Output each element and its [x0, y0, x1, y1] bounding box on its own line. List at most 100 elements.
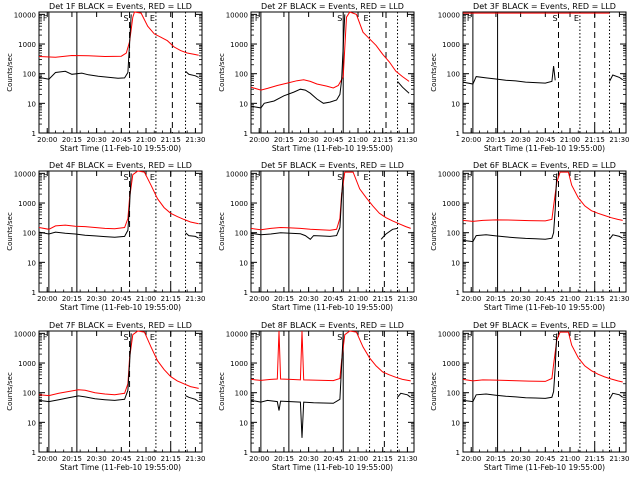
y-axis-label: Counts/sec	[6, 372, 14, 411]
marker-label: S	[552, 173, 557, 182]
x-tick-label: 20:15	[486, 295, 506, 303]
x-tick-label: 20:45	[111, 295, 131, 303]
marker-label: S	[124, 14, 129, 23]
y-axis-label: Counts/sec	[430, 372, 438, 411]
x-tick-label: 20:15	[274, 295, 294, 303]
y-tick-label: 10000	[14, 11, 36, 19]
y-axis-label: Counts/sec	[430, 212, 438, 251]
marker-label: F	[255, 173, 260, 182]
chart-title: Det 4F BLACK = Events, RED = LLD	[49, 161, 192, 170]
x-tick-label: 21:30	[185, 136, 205, 144]
y-tick-label: 10	[27, 100, 36, 108]
x-tick-label: 20:30	[511, 136, 531, 144]
series-line	[38, 14, 132, 80]
x-tick-label: 20:00	[37, 455, 57, 463]
marker-label: F	[43, 173, 48, 182]
marker-label: E	[574, 14, 579, 23]
y-tick-label: 10	[239, 100, 248, 108]
chart-title: Det 5F BLACK = Events, RED = LLD	[261, 161, 404, 170]
series-line	[462, 173, 558, 243]
x-tick-label: 21:15	[585, 136, 605, 144]
y-axis-label: Counts/sec	[218, 372, 226, 411]
x-tick-label: 20:15	[274, 136, 294, 144]
x-tick-label: 20:00	[249, 136, 269, 144]
x-tick-label: 20:30	[87, 295, 107, 303]
marker-label: F	[467, 173, 472, 182]
y-axis-label: Counts/sec	[218, 53, 226, 92]
y-tick-label: 100	[447, 390, 460, 398]
x-tick-label: 21:15	[161, 136, 181, 144]
marker-label: S	[337, 14, 342, 23]
y-tick-label: 10000	[438, 170, 460, 178]
x-tick-label: 20:45	[111, 136, 131, 144]
marker-label: E	[364, 173, 369, 182]
plot-frame	[38, 170, 203, 293]
y-tick-label: 1000	[230, 360, 248, 368]
marker-label: F	[467, 14, 472, 23]
series-line	[185, 70, 199, 78]
x-tick-label: 20:45	[535, 136, 555, 144]
series-line	[462, 331, 623, 383]
chart-title: Det 1F BLACK = Events, RED = LLD	[49, 2, 192, 11]
chart-title: Det 6F BLACK = Events, RED = LLD	[473, 161, 616, 170]
x-tick-label: 20:15	[62, 136, 82, 144]
marker-label: E	[364, 333, 369, 342]
panel-5: Det 5F BLACK = Events, RED = LLD 1 10 100 10…	[218, 161, 418, 312]
x-tick-label: 20:15	[486, 455, 506, 463]
x-tick-label: 21:30	[609, 136, 629, 144]
x-tick-label: 21:00	[560, 136, 580, 144]
y-tick-label: 100	[235, 230, 248, 238]
y-tick-label: 10000	[226, 11, 248, 19]
x-tick-label: 21:30	[609, 455, 629, 463]
x-tick-label: 20:30	[299, 295, 319, 303]
marker-label: F	[467, 333, 472, 342]
series-line	[250, 330, 411, 382]
series-line	[250, 333, 344, 438]
y-tick-label: 1	[456, 130, 460, 138]
x-tick-label: 21:00	[560, 295, 580, 303]
series-line	[250, 14, 346, 109]
y-tick-label: 1000	[442, 360, 460, 368]
y-tick-label: 1000	[18, 360, 36, 368]
x-tick-label: 20:45	[535, 295, 555, 303]
y-tick-label: 1	[32, 289, 36, 297]
series-line	[462, 333, 558, 403]
y-tick-label: 10000	[226, 330, 248, 338]
x-tick-label: 21:30	[397, 295, 417, 303]
chart-title: Det 7F BLACK = Events, RED = LLD	[49, 321, 192, 330]
chart-title: Det 2F BLACK = Events, RED = LLD	[261, 2, 404, 11]
y-axis-label: Counts/sec	[430, 53, 438, 92]
x-tick-label: 20:00	[461, 136, 481, 144]
series-line	[38, 170, 199, 230]
marker-label: E	[150, 14, 155, 23]
panel-6: Det 6F BLACK = Events, RED = LLD 1 10 100 10…	[430, 161, 630, 312]
marker-label: F	[255, 14, 260, 23]
series-line	[397, 81, 410, 94]
y-tick-label: 100	[235, 390, 248, 398]
x-tick-label: 21:00	[348, 295, 368, 303]
series-line	[38, 333, 132, 403]
y-tick-label: 100	[23, 71, 36, 79]
y-tick-label: 1	[244, 449, 248, 457]
x-tick-label: 20:15	[274, 455, 294, 463]
x-axis-label: Start Time (11-Feb-10 19:55:00)	[60, 463, 181, 472]
x-tick-label: 20:45	[111, 455, 131, 463]
x-tick-label: 21:30	[397, 455, 417, 463]
plot-frame	[462, 11, 627, 134]
x-tick-label: 21:15	[585, 455, 605, 463]
y-tick-label: 1	[456, 449, 460, 457]
x-tick-label: 20:45	[323, 295, 343, 303]
marker-label: E	[364, 14, 369, 23]
panel-9: Det 9F BLACK = Events, RED = LLD 1 10 100 10…	[430, 321, 630, 472]
y-tick-label: 1	[456, 289, 460, 297]
x-tick-label: 20:00	[249, 455, 269, 463]
series-line	[185, 232, 199, 239]
series-line	[397, 392, 412, 398]
x-axis-label: Start Time (11-Feb-10 19:55:00)	[272, 463, 393, 472]
y-tick-label: 100	[235, 71, 248, 79]
x-tick-label: 20:30	[299, 455, 319, 463]
y-tick-label: 100	[23, 390, 36, 398]
x-tick-label: 20:30	[87, 455, 107, 463]
plot-frame	[38, 330, 203, 453]
x-tick-label: 21:00	[348, 455, 368, 463]
